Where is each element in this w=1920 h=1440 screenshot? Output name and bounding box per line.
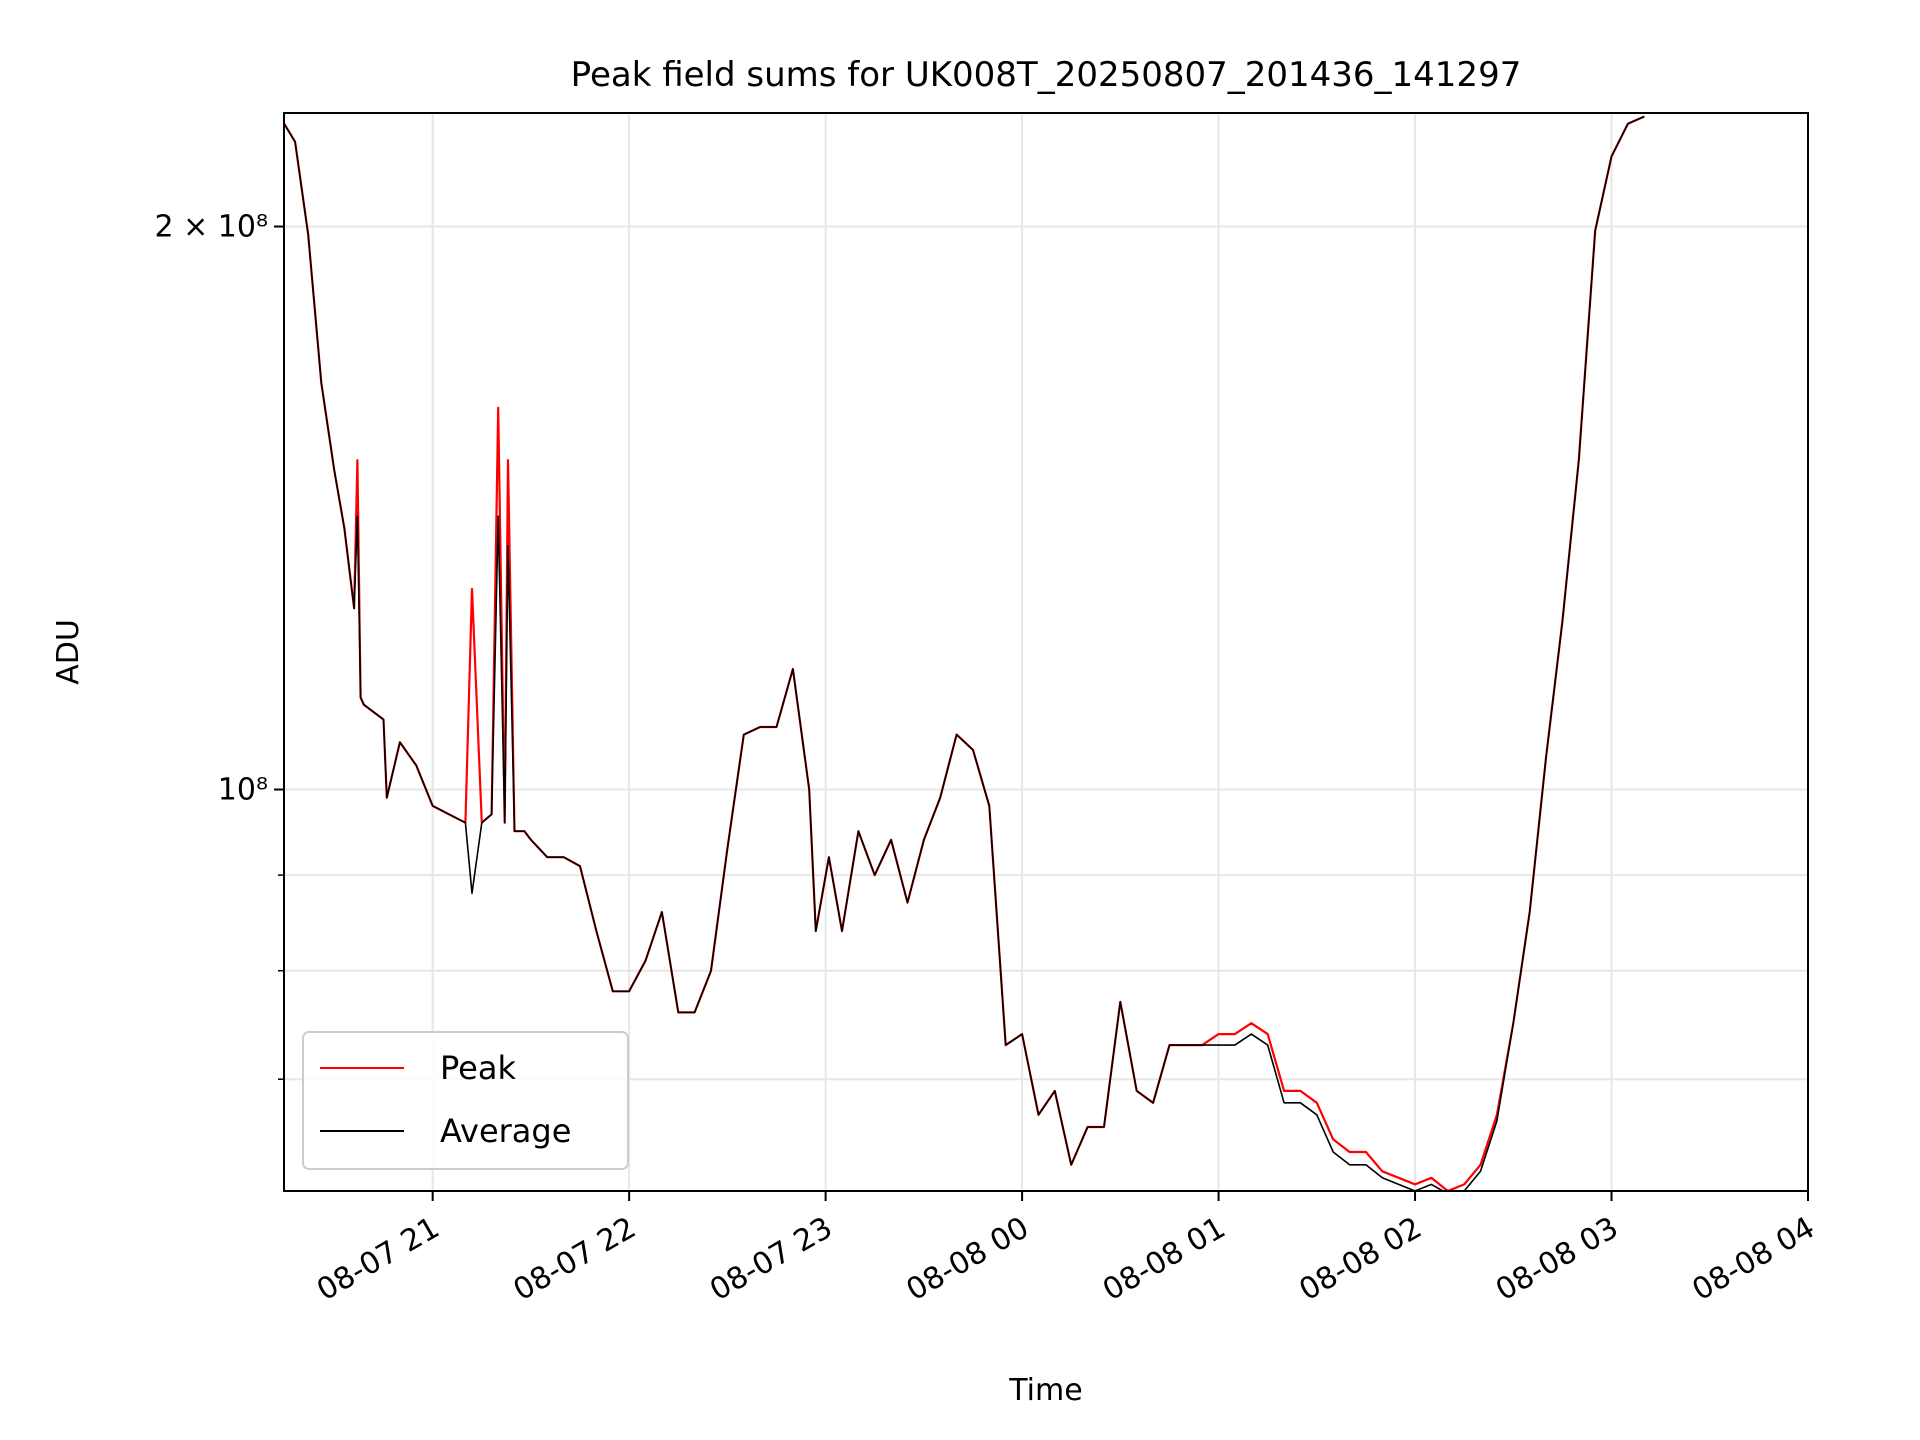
legend-box (302, 1031, 629, 1170)
series-layer (284, 115, 1645, 1191)
legend: Peak Average (302, 1031, 629, 1170)
y-tick-label: 2 × 10⁸ (155, 210, 269, 245)
series-line-average (284, 115, 1645, 1191)
plot-frame (283, 112, 1809, 1192)
grid (284, 113, 1809, 1191)
y-axis-ticks: 2 × 10⁸ 10⁸ (155, 210, 284, 1080)
x-axis-label: Time (1008, 1373, 1082, 1408)
legend-peak-label: Peak (440, 1049, 516, 1087)
legend-average-label: Average (440, 1112, 571, 1150)
y-tick-label: 10⁸ (218, 773, 268, 808)
y-axis-label: ADU (51, 619, 86, 685)
chart-title: Peak field sums for UK008T_20250807_2014… (571, 55, 1522, 95)
